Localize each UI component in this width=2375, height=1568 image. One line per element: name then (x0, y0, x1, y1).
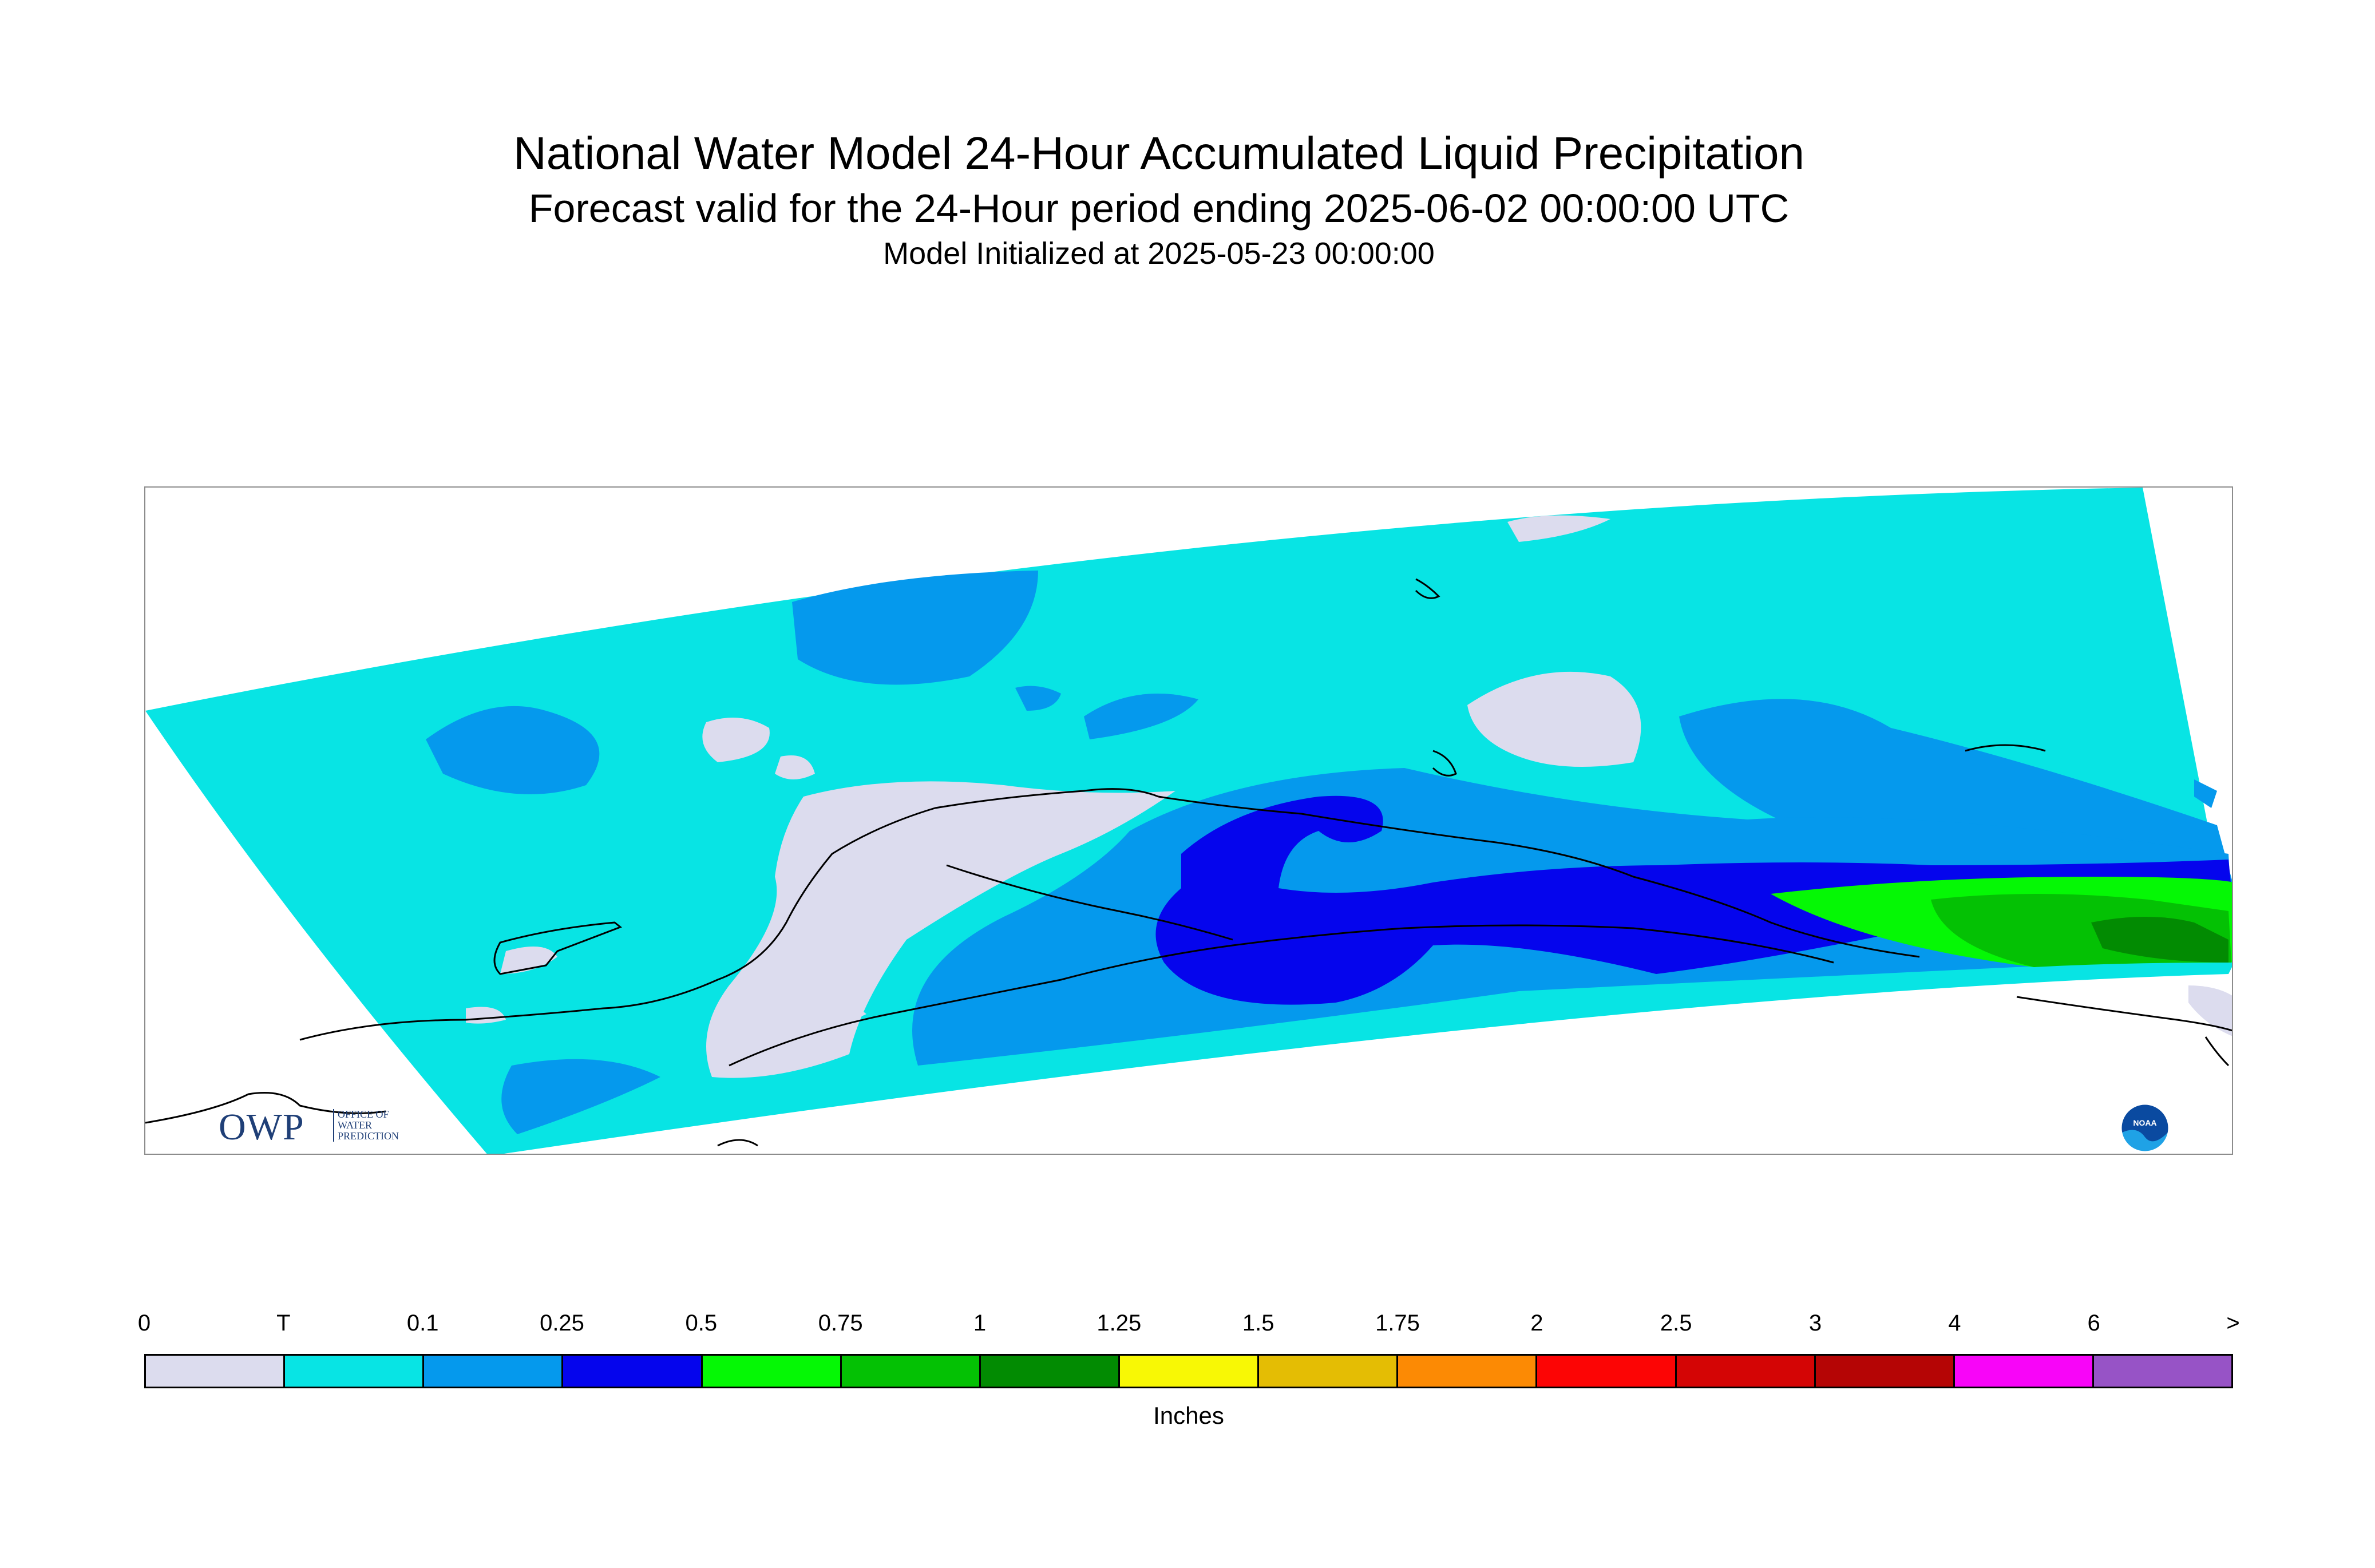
precipitation-field (145, 488, 2232, 1154)
no-precip-region (1467, 671, 1641, 767)
legend-tick-label: 0 (137, 1310, 151, 1336)
owp-logo-text: OFFICE OF WATER PREDICTION (333, 1109, 423, 1142)
legend-tick-label: T (276, 1310, 291, 1336)
no-precip-region (500, 947, 557, 974)
noaa-logo: NOAA (2120, 1103, 2170, 1153)
noaa-logo-text: NOAA (2133, 1118, 2156, 1127)
forecast-valid-subtitle: Forecast valid for the 24-Hour period en… (528, 186, 1790, 231)
no-precip-region (775, 755, 815, 779)
legend-tick-label: 1.5 (1242, 1310, 1274, 1336)
legend-tick-label: 0.75 (818, 1310, 863, 1336)
legend-color-swatch (1398, 1356, 1538, 1387)
legend-tick-label: 1.25 (1097, 1310, 1142, 1336)
no-precip-region (2188, 985, 2232, 1036)
legend-tick-label: 2 (1530, 1310, 1543, 1336)
precipitation-map: OWP OFFICE OF WATER PREDICTION NOAA (144, 486, 2233, 1155)
light-precip-region (1015, 686, 1061, 711)
light-precip-region (792, 571, 1038, 685)
legend-color-swatch (841, 1356, 981, 1387)
legend-color-swatch (2093, 1356, 2232, 1387)
legend-tick-label: 1.75 (1375, 1310, 1420, 1336)
legend-color-swatch (1815, 1356, 1955, 1387)
legend-tick-label: 0.25 (540, 1310, 584, 1336)
no-precip-region (706, 781, 1175, 1078)
legend-color-swatch (146, 1356, 286, 1387)
light-precip-region (2194, 779, 2217, 808)
legend-color-swatch (1259, 1356, 1399, 1387)
legend-color-swatch (1537, 1356, 1677, 1387)
legend-color-swatch (702, 1356, 842, 1387)
legend-tick-label: 4 (1948, 1310, 1961, 1336)
legend-color-swatch (1676, 1356, 1816, 1387)
legend-color-swatch (1954, 1356, 2094, 1387)
legend-tick-label: 6 (2087, 1310, 2100, 1336)
legend-color-swatch (424, 1356, 564, 1387)
model-init-subtitle: Model Initialized at 2025-05-23 00:00:00 (883, 236, 1435, 271)
legend-color-swatch (980, 1356, 1120, 1387)
legend-tick-label: 0.1 (406, 1310, 439, 1336)
legend-tick-label: 3 (1808, 1310, 1822, 1336)
legend-tick-label: > (2226, 1310, 2240, 1336)
no-precip-region (821, 1004, 866, 1022)
legend-color-swatch (285, 1356, 425, 1387)
legend-tick-label: 2.5 (1660, 1310, 1692, 1336)
no-precip-region (702, 718, 770, 762)
coastlines (145, 578, 2232, 1147)
no-precip-region (1507, 515, 1610, 542)
owp-logo: OWP OFFICE OF WATER PREDICTION (219, 1106, 436, 1151)
legend-colorbar (144, 1354, 2233, 1388)
legend-tick-label: 1 (973, 1310, 987, 1336)
heavy-precip-region (2091, 917, 2228, 963)
light-precip-region (426, 706, 600, 794)
moderate-precip-region (1155, 795, 2231, 1005)
legend-units-label: Inches (1153, 1402, 1224, 1429)
legend-tick-label: 0.5 (685, 1310, 718, 1336)
legend-color-swatch (563, 1356, 703, 1387)
legend-color-swatch (1119, 1356, 1260, 1387)
light-precip-region (501, 1059, 660, 1134)
light-precip-region (1084, 694, 1198, 739)
owp-logo-mark: OWP (219, 1106, 304, 1148)
map-title: National Water Model 24-Hour Accumulated… (513, 128, 1804, 179)
